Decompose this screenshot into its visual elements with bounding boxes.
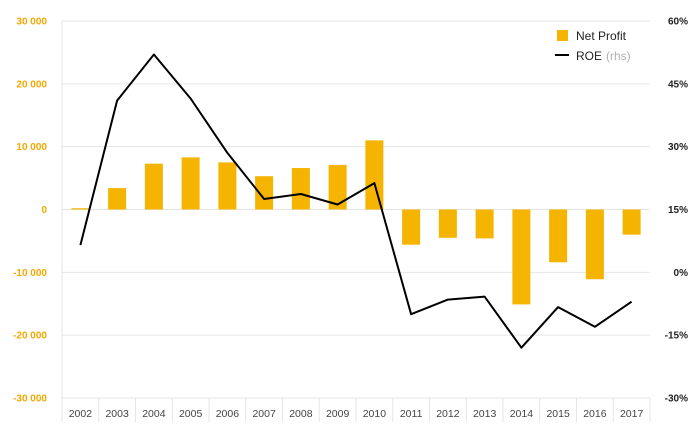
net-profit-bar (402, 209, 421, 245)
left-tick-label: -20 000 (13, 331, 47, 342)
x-tick-label: 2016 (583, 408, 607, 420)
net-profit-bar (181, 157, 200, 210)
gridlines (61, 20, 651, 422)
legend-label-net-profit: Net Profit (576, 29, 627, 43)
net-profit-bar (255, 176, 274, 210)
net-profit-bar (291, 168, 310, 210)
x-tick-label: 2003 (105, 408, 129, 420)
net-profit-bar (512, 209, 531, 305)
left-tick-label: 20 000 (16, 79, 47, 90)
x-tick-label: 2010 (363, 408, 387, 420)
net-profit-bar (144, 163, 163, 210)
left-tick-label: 10 000 (16, 142, 47, 153)
roe-line-layer (79, 53, 633, 349)
x-tick-label: 2006 (216, 408, 240, 420)
x-tick-label: 2012 (436, 408, 460, 420)
legend-label-roe-suffix: (rhs) (606, 49, 631, 63)
net-profit-bar (328, 164, 347, 210)
right-tick-label: 30% (668, 142, 688, 153)
legend-swatch-net-profit (557, 30, 568, 41)
x-tick-label: 2011 (400, 408, 423, 420)
left-tick-label: 0 (41, 205, 47, 216)
net-profit-bar (108, 188, 127, 210)
x-tick-label: 2005 (179, 408, 203, 420)
x-tick-label: 2002 (69, 408, 93, 420)
left-tick-label: 30 000 (16, 17, 47, 28)
x-tick-label: 2017 (620, 408, 644, 420)
x-tick-label: 2008 (289, 408, 313, 420)
right-tick-label: 15% (668, 205, 688, 216)
x-tick-label: 2014 (510, 408, 534, 420)
right-tick-label: -30% (665, 394, 688, 405)
left-tick-label: -10 000 (13, 268, 47, 279)
x-tick-label: 2013 (473, 408, 497, 420)
legend-label-roe: ROE (rhs) (576, 49, 631, 63)
left-tick-label: -30 000 (13, 394, 47, 405)
net-profit-bar (438, 209, 457, 238)
roe-line (79, 53, 633, 349)
x-tick-label: 2009 (326, 408, 350, 420)
right-tick-label: 45% (668, 79, 688, 90)
net-profit-bar (585, 209, 604, 280)
legend-label-roe-main: ROE (576, 49, 602, 63)
net-profit-bar (365, 140, 384, 210)
net-profit-bar (218, 162, 237, 210)
axes: 30 000 20 000 10 000 0 -10 000 -20 000 -30 000… (13, 17, 688, 421)
net-profit-bar (475, 209, 494, 239)
legend: Net Profit ROE (rhs) (555, 29, 631, 63)
net-profit-bar (622, 209, 641, 235)
right-tick-label: 0% (674, 268, 689, 279)
net-profit-bars (71, 140, 641, 305)
x-tick-label: 2004 (142, 408, 166, 420)
net-profit-bar (71, 208, 90, 210)
x-tick-label: 2015 (546, 408, 570, 420)
net-profit-bar (549, 209, 568, 263)
right-tick-label: -15% (665, 331, 688, 342)
right-tick-label: 60% (668, 17, 688, 28)
x-tick-label: 2007 (252, 408, 276, 420)
